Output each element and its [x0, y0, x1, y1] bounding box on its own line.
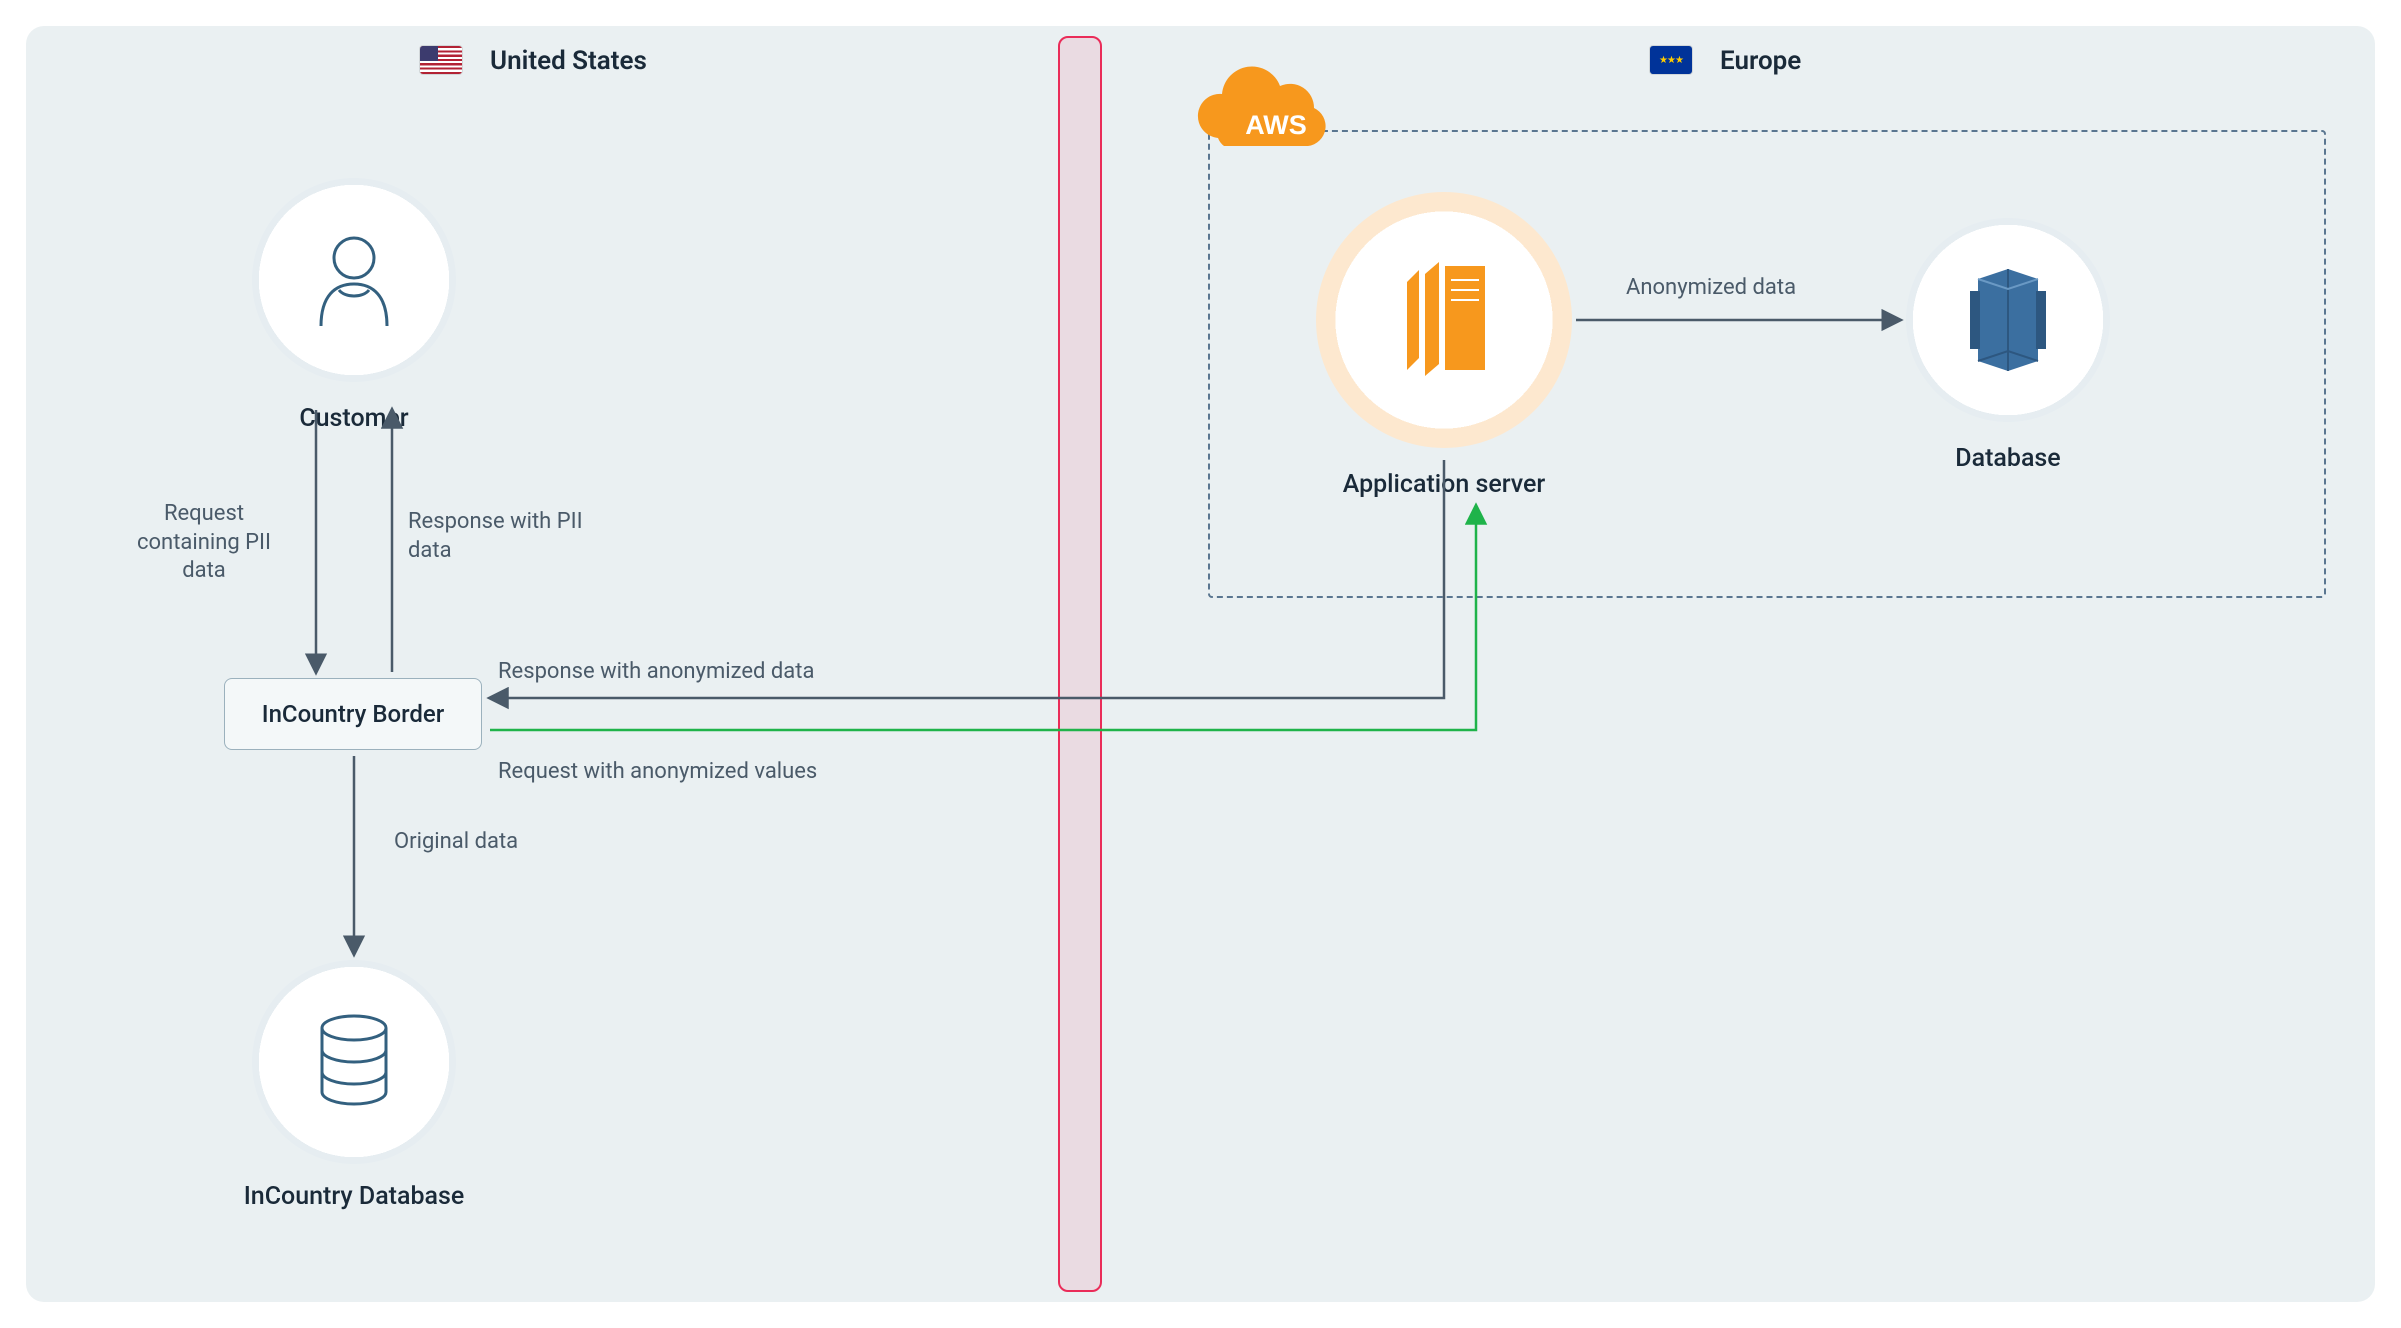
edge-label-req-anon: Request with anonymized values [498, 758, 918, 787]
database-node [1928, 240, 2088, 400]
edge-label-resp-anon: Response with anonymized data [498, 658, 918, 687]
dynamodb-icon [1958, 265, 2058, 375]
region-label-eu: Europe [1720, 46, 1801, 76]
incountry-border-node: InCountry Border [224, 678, 482, 750]
customer-label: Customer [254, 404, 454, 433]
person-icon [309, 230, 399, 330]
incountry-db-label: InCountry Database [224, 1182, 484, 1211]
app-server-label: Application server [1324, 470, 1564, 499]
architecture-diagram: United States ★★★ Europe AWS Customer In… [0, 0, 2401, 1328]
database-label: Database [1938, 444, 2078, 473]
edge-label-resp-pii: Response with PII data [408, 508, 588, 565]
eu-flag-icon: ★★★ [1650, 46, 1692, 74]
server-icon [1389, 260, 1499, 380]
us-flag-icon [420, 46, 462, 74]
edge-label-orig-data: Original data [394, 828, 594, 857]
geo-border-bar [1058, 36, 1102, 1292]
edge-label-anon-data: Anonymized data [1626, 274, 1866, 303]
incountry-border-label: InCountry Border [262, 700, 444, 728]
edge-label-req-pii: Request containing PII data [116, 500, 292, 586]
customer-node [274, 200, 434, 360]
database-icon [314, 1012, 394, 1112]
app-server-node [1348, 224, 1540, 416]
incountry-db-node [274, 982, 434, 1142]
region-label-us: United States [490, 46, 647, 76]
